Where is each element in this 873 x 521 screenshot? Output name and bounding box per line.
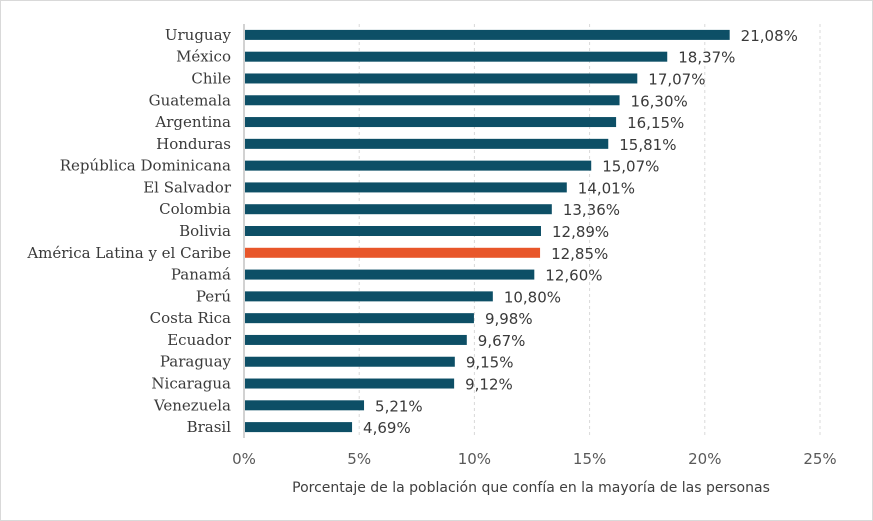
value-label: 4,69% [363, 419, 411, 437]
x-tick-label: 15% [573, 450, 606, 468]
bar [245, 117, 617, 128]
category-label: México [176, 48, 231, 66]
bar [245, 29, 730, 40]
value-label: 5,21% [375, 397, 423, 415]
category-label: Guatemala [149, 91, 231, 109]
x-tick-label: 20% [688, 450, 721, 468]
x-axis-title: Porcentaje de la población que confía en… [292, 480, 770, 496]
category-label: Paraguay [160, 353, 232, 371]
category-label: Perú [196, 287, 231, 305]
value-labels: 21,08% 18,37% 17,07% 16,30% 16,15% 15,81% 15,0… [363, 27, 798, 437]
value-label: 16,15% [627, 114, 684, 132]
category-label: República Dominicana [60, 157, 231, 175]
bar [245, 182, 567, 193]
value-label: 13,36% [563, 201, 620, 219]
value-label: 16,30% [631, 92, 688, 110]
bar [245, 95, 620, 106]
category-label: Ecuador [167, 331, 232, 349]
bar [245, 378, 455, 389]
bar [245, 138, 609, 149]
value-label: 12,89% [552, 223, 609, 241]
category-label: Uruguay [165, 26, 232, 44]
category-label: Costa Rica [150, 309, 231, 327]
category-labels: Uruguay México Chile Guatemala Argentina Hond… [26, 26, 231, 436]
category-label: Bolivia [179, 222, 231, 240]
value-label: 12,85% [551, 245, 608, 263]
value-label: 9,12% [465, 376, 513, 394]
value-label: 12,60% [545, 267, 602, 285]
value-label: 10,80% [504, 288, 561, 306]
category-label: Honduras [156, 135, 231, 153]
category-label: Venezuela [153, 396, 231, 414]
bar [245, 334, 467, 345]
bars [245, 29, 730, 433]
bar [245, 204, 552, 215]
bar [245, 356, 455, 367]
category-label: Brasil [187, 418, 232, 436]
category-label: El Salvador [143, 178, 232, 196]
category-label: Colombia [159, 200, 231, 218]
value-label: 18,37% [678, 49, 735, 67]
category-label: Chile [191, 69, 231, 87]
category-label: Argentina [154, 113, 231, 131]
bar [245, 73, 638, 84]
bar [245, 226, 541, 236]
bar [245, 313, 474, 324]
x-tick-label: 25% [803, 450, 836, 468]
bar [245, 160, 592, 171]
bar [245, 422, 353, 433]
value-label: 14,01% [578, 179, 635, 197]
category-label: América Latina y el Caribe [26, 244, 231, 262]
bar-highlight [245, 247, 541, 258]
x-tick-label: 10% [458, 450, 491, 468]
bar [245, 400, 365, 411]
bar [245, 269, 535, 280]
bar [245, 291, 493, 302]
value-label: 15,07% [602, 158, 659, 176]
bar [245, 51, 668, 62]
value-label: 15,81% [619, 136, 676, 154]
category-label: Panamá [171, 266, 231, 284]
value-label: 21,08% [741, 27, 798, 45]
x-tick-label: 5% [347, 450, 371, 468]
value-label: 9,67% [478, 332, 526, 350]
category-label: Nicaragua [151, 375, 231, 393]
x-tick-label: 0% [232, 450, 256, 468]
value-label: 9,98% [485, 310, 533, 328]
value-label: 17,07% [648, 70, 705, 88]
x-tick-labels: 0% 5% 10% 15% 20% 25% [232, 450, 837, 468]
value-label: 9,15% [466, 354, 514, 372]
